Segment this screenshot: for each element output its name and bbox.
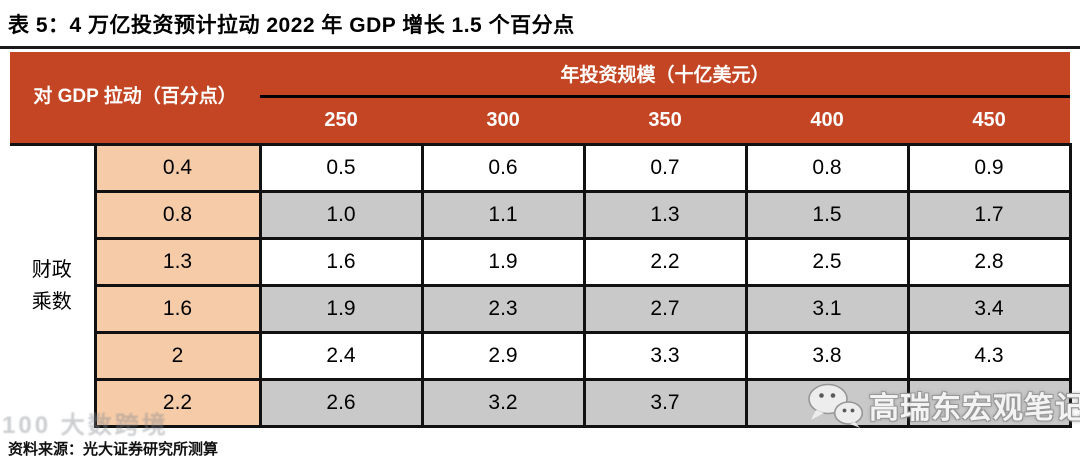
- table-row: 2 2.4 2.9 3.3 3.8 4.3: [10, 330, 1072, 381]
- data-cell: 4.3: [906, 330, 1072, 381]
- corner-header: 对 GDP 拉动（百分点）: [10, 52, 261, 144]
- title-divider: [0, 46, 1080, 49]
- data-cell: 2.6: [258, 377, 424, 428]
- data-cell: 1.9: [258, 283, 424, 334]
- table-title: 表 5：4 万亿投资预计拉动 2022 年 GDP 增长 1.5 个百分点: [8, 14, 575, 37]
- column-header-250: 250: [260, 96, 423, 144]
- table-header: 对 GDP 拉动（百分点） 年投资规模（十亿美元） 250 300 350 40…: [10, 52, 1071, 144]
- data-cell: 1.0: [258, 189, 424, 240]
- multiplier-cell: 1.3: [93, 236, 262, 287]
- watermark-bottom-right: 高瑞东宏观笔记: [806, 382, 1080, 428]
- watermark-text: 高瑞东宏观笔记: [869, 392, 1080, 425]
- wechat-icon: [808, 383, 864, 428]
- data-cell: 3.2: [420, 377, 586, 428]
- data-cell: 1.7: [906, 189, 1072, 240]
- data-cell: 2.8: [906, 236, 1072, 287]
- data-cell: 2.4: [258, 330, 424, 381]
- data-cell: 0.5: [258, 142, 424, 193]
- data-cell: 2.5: [744, 236, 910, 287]
- data-cell: 2.7: [582, 283, 748, 334]
- table-row: 财政 乘数 0.4 0.5 0.6 0.7 0.8 0.9: [10, 142, 1072, 426]
- data-cell: 0.6: [420, 142, 586, 193]
- data-cell: 0.7: [582, 142, 748, 193]
- gdp-impact-table: 对 GDP 拉动（百分点） 年投资规模（十亿美元） 250 300 350 40…: [10, 52, 1072, 428]
- watermark-bottom-left: 100 大数跨境: [2, 412, 169, 439]
- column-header-350: 350: [584, 96, 747, 144]
- source-note: 资料来源：光大证券研究所测算: [8, 440, 219, 458]
- data-cell: 1.5: [744, 189, 910, 240]
- row-group-label: 财政 乘数: [10, 142, 95, 426]
- table-body: 财政 乘数 0.4 0.5 0.6 0.7 0.8 0.9 0.8 1.0 1.…: [10, 142, 1072, 428]
- data-cell: 3.8: [744, 330, 910, 381]
- column-header-400: 400: [746, 96, 909, 144]
- data-cell: 3.1: [744, 283, 910, 334]
- data-cell: 0.8: [744, 142, 910, 193]
- column-header-450: 450: [908, 96, 1071, 144]
- column-group-header: 年投资规模（十亿美元）: [260, 52, 1071, 98]
- row-group-label-line1: 财政: [31, 258, 72, 281]
- data-cell: 1.1: [420, 189, 586, 240]
- data-cell: 2.2: [582, 236, 748, 287]
- table-row: 0.8 1.0 1.1 1.3 1.5 1.7: [10, 189, 1072, 240]
- data-cell: 2.3: [420, 283, 586, 334]
- column-header-300: 300: [422, 96, 585, 144]
- data-cell: 3.7: [582, 377, 748, 428]
- table-row: 1.3 1.6 1.9 2.2 2.5 2.8: [10, 236, 1072, 287]
- data-cell: 1.6: [258, 236, 424, 287]
- data-cell: 1.9: [420, 236, 586, 287]
- data-cell: 2.9: [420, 330, 586, 381]
- multiplier-cell: 2: [93, 330, 262, 381]
- data-cell: 1.3: [582, 189, 748, 240]
- data-cell: 3.3: [582, 330, 748, 381]
- data-cell: 3.4: [906, 283, 1072, 334]
- multiplier-cell: 0.8: [93, 189, 262, 240]
- table-row: 1.6 1.9 2.3 2.7 3.1 3.4: [10, 283, 1072, 334]
- row-group-label-line2: 乘数: [31, 290, 72, 313]
- data-cell: [906, 377, 1072, 428]
- data-cell: 0.9: [906, 142, 1072, 193]
- multiplier-cell: 0.4: [93, 142, 262, 193]
- multiplier-cell: 2.2: [93, 377, 262, 428]
- multiplier-cell: 1.6: [93, 283, 262, 334]
- table-row: 2.2 2.6 3.2 3.7: [10, 377, 1072, 428]
